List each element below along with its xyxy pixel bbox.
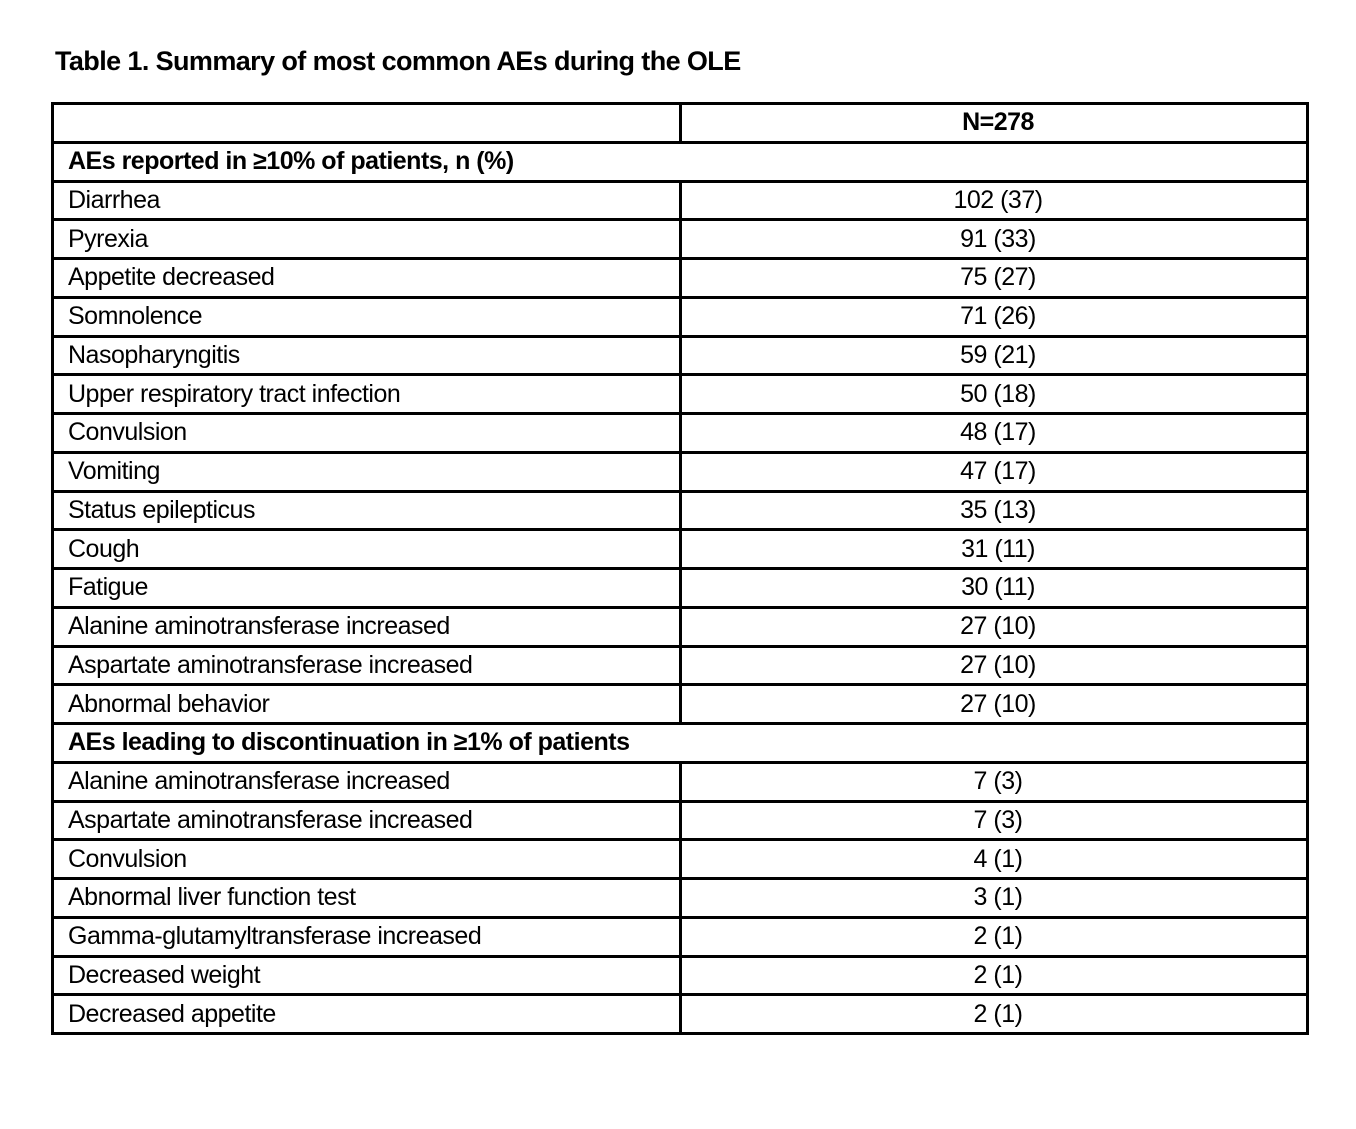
ae-label: Appetite decreased bbox=[51, 257, 682, 299]
ae-value: 31 (11) bbox=[679, 528, 1309, 570]
table-row: Cough 31 (11) bbox=[51, 528, 1309, 570]
table-header-row: N=278 bbox=[51, 102, 1309, 144]
header-n-cell: N=278 bbox=[679, 102, 1309, 144]
ae-summary-table: N=278 AEs reported in ≥10% of patients, … bbox=[51, 102, 1309, 1035]
ae-label: Abnormal behavior bbox=[51, 683, 682, 725]
ae-value: 102 (37) bbox=[679, 179, 1309, 222]
ae-label: Cough bbox=[51, 528, 682, 570]
ae-value: 50 (18) bbox=[679, 373, 1309, 415]
table-row: Upper respiratory tract infection 50 (18… bbox=[51, 373, 1309, 415]
ae-value: 47 (17) bbox=[679, 450, 1309, 493]
ae-value: 2 (1) bbox=[679, 954, 1309, 997]
ae-value: 27 (10) bbox=[679, 605, 1309, 648]
ae-value: 2 (1) bbox=[679, 993, 1309, 1035]
table-row: Convulsion 48 (17) bbox=[51, 412, 1309, 454]
header-empty-cell bbox=[51, 102, 682, 144]
section-header-row: AEs leading to discontinuation in ≥1% of… bbox=[51, 722, 1309, 764]
ae-value: 59 (21) bbox=[679, 334, 1309, 377]
ae-label: Upper respiratory tract infection bbox=[51, 373, 682, 415]
ae-value: 2 (1) bbox=[679, 915, 1309, 958]
ae-label: Nasopharyngitis bbox=[51, 334, 682, 377]
ae-value: 3 (1) bbox=[679, 877, 1309, 919]
ae-label: Fatigue bbox=[51, 567, 682, 609]
ae-value: 35 (13) bbox=[679, 489, 1309, 532]
table-title: Table 1. Summary of most common AEs duri… bbox=[55, 46, 741, 76]
ae-label: Alanine aminotransferase increased bbox=[51, 605, 682, 648]
table-row: Diarrhea 102 (37) bbox=[51, 179, 1309, 222]
table-row: Vomiting 47 (17) bbox=[51, 450, 1309, 493]
section-header-row: AEs reported in ≥10% of patients, n (%) bbox=[51, 140, 1309, 183]
table-row: Nasopharyngitis 59 (21) bbox=[51, 334, 1309, 377]
ae-value: 71 (26) bbox=[679, 295, 1309, 338]
ae-value: 4 (1) bbox=[679, 838, 1309, 880]
table-row: Gamma-glutamyltransferase increased 2 (1… bbox=[51, 915, 1309, 958]
table-row: Abnormal liver function test 3 (1) bbox=[51, 877, 1309, 919]
ae-label: Aspartate aminotransferase increased bbox=[51, 644, 682, 687]
ae-label: Vomiting bbox=[51, 450, 682, 493]
ae-label: Decreased appetite bbox=[51, 993, 682, 1035]
ae-label: Pyrexia bbox=[51, 218, 682, 260]
table-row: Pyrexia 91 (33) bbox=[51, 218, 1309, 260]
table-row: Alanine aminotransferase increased 7 (3) bbox=[51, 760, 1309, 803]
ae-label: Convulsion bbox=[51, 838, 682, 880]
table-row: Convulsion 4 (1) bbox=[51, 838, 1309, 880]
ae-value: 7 (3) bbox=[679, 760, 1309, 803]
ae-label: Decreased weight bbox=[51, 954, 682, 997]
ae-value: 75 (27) bbox=[679, 257, 1309, 299]
ae-label: Alanine aminotransferase increased bbox=[51, 760, 682, 803]
section-2-label: AEs leading to discontinuation in ≥1% of… bbox=[51, 722, 1309, 764]
ae-label: Somnolence bbox=[51, 295, 682, 338]
table-row: Somnolence 71 (26) bbox=[51, 295, 1309, 338]
table-row: Aspartate aminotransferase increased 7 (… bbox=[51, 799, 1309, 842]
ae-value: 91 (33) bbox=[679, 218, 1309, 260]
table-row: Fatigue 30 (11) bbox=[51, 567, 1309, 609]
ae-label: Abnormal liver function test bbox=[51, 877, 682, 919]
ae-label: Aspartate aminotransferase increased bbox=[51, 799, 682, 842]
table-row: Abnormal behavior 27 (10) bbox=[51, 683, 1309, 725]
ae-label: Diarrhea bbox=[51, 179, 682, 222]
table-row: Decreased appetite 2 (1) bbox=[51, 993, 1309, 1035]
ae-value: 27 (10) bbox=[679, 683, 1309, 725]
section-1-label: AEs reported in ≥10% of patients, n (%) bbox=[51, 140, 1309, 183]
table-row: Status epilepticus 35 (13) bbox=[51, 489, 1309, 532]
table-row: Alanine aminotransferase increased 27 (1… bbox=[51, 605, 1309, 648]
ae-value: 30 (11) bbox=[679, 567, 1309, 609]
ae-label: Convulsion bbox=[51, 412, 682, 454]
ae-label: Status epilepticus bbox=[51, 489, 682, 532]
table-row: Appetite decreased 75 (27) bbox=[51, 257, 1309, 299]
table-row: Aspartate aminotransferase increased 27 … bbox=[51, 644, 1309, 687]
ae-value: 27 (10) bbox=[679, 644, 1309, 687]
table-row: Decreased weight 2 (1) bbox=[51, 954, 1309, 997]
ae-label: Gamma-glutamyltransferase increased bbox=[51, 915, 682, 958]
ae-value: 7 (3) bbox=[679, 799, 1309, 842]
ae-value: 48 (17) bbox=[679, 412, 1309, 454]
